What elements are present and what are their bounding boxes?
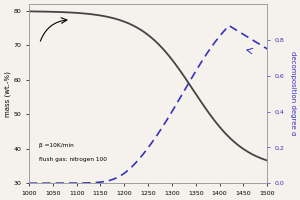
Text: β =10K/min: β =10K/min — [39, 143, 74, 148]
Y-axis label: mass (wt.-%): mass (wt.-%) — [4, 71, 11, 117]
Text: flush gas: nitrogen 100: flush gas: nitrogen 100 — [39, 157, 107, 162]
Y-axis label: decomposition degree α: decomposition degree α — [290, 51, 296, 136]
